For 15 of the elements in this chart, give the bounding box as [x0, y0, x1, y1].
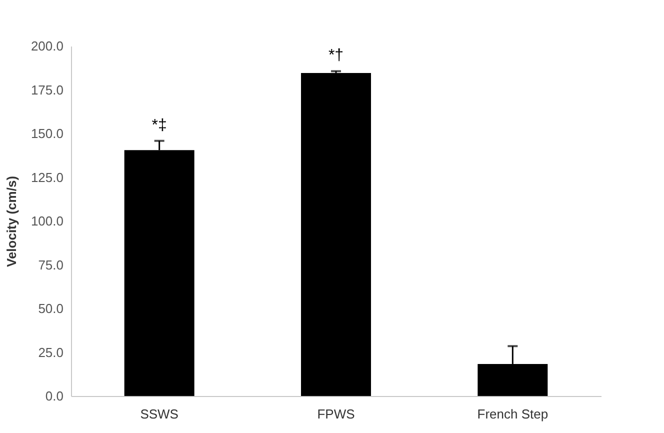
x-tick-label: FPWS [317, 406, 356, 422]
y-tick-label: 100.0 [30, 214, 64, 228]
annotation: *† [328, 47, 344, 64]
y-tick-label: 200.0 [30, 38, 64, 54]
y-tick-label: 75.0 [38, 257, 64, 272]
annotation: *‡ [152, 116, 167, 134]
y-tick-label: 150.0 [30, 126, 64, 141]
y-tick-label: 175.0 [30, 82, 64, 98]
x-tick-label: SSWS [140, 406, 179, 422]
y-tick-label: 25.0 [38, 344, 64, 360]
y-axis-title: Velocity (cm/s) [4, 176, 19, 268]
y-tick-label: 50.0 [38, 301, 64, 316]
y-tick-label: 125.0 [30, 170, 64, 185]
x-tick-label: French Step [477, 406, 548, 422]
y-tick-label: 0.0 [45, 388, 64, 404]
